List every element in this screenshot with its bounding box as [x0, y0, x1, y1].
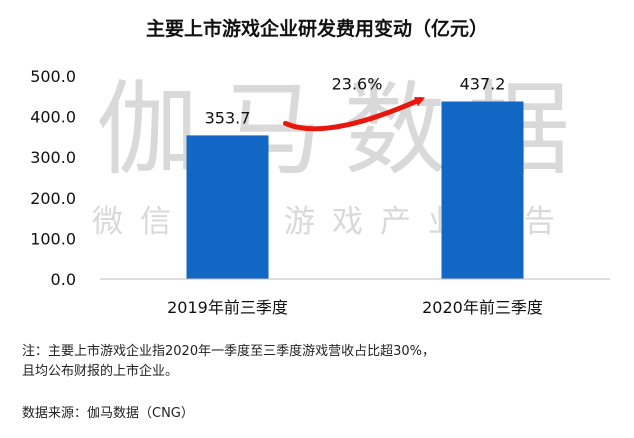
y-tick-label: 100.0 — [30, 229, 76, 248]
x-category-label: 2020年前三季度 — [422, 298, 543, 317]
growth-arrow — [283, 96, 426, 132]
x-category-label: 2019年前三季度 — [167, 298, 288, 317]
bar — [441, 101, 524, 280]
y-tick-label: 300.0 — [30, 148, 76, 167]
bar — [186, 135, 269, 279]
data-source: 数据来源：伽马数据（CNG） — [22, 406, 194, 421]
bar-value-label: 437.2 — [460, 74, 506, 93]
bar-value-label: 353.7 — [205, 108, 251, 127]
footnote-line-1: 注：主要上市游戏企业指2020年一季度至三季度游戏营收占比超30%， — [22, 344, 435, 359]
y-tick-label: 200.0 — [30, 189, 76, 208]
footnote-line-2: 且均公布财报的上市企业。 — [22, 364, 179, 379]
growth-annotation-label: 23.6% — [332, 74, 383, 93]
chart-title: 主要上市游戏企业研发费用变动（亿元） — [145, 18, 488, 40]
y-tick-label: 500.0 — [30, 67, 76, 86]
y-tick-label: 0.0 — [51, 270, 76, 289]
y-tick-label: 400.0 — [30, 108, 76, 127]
